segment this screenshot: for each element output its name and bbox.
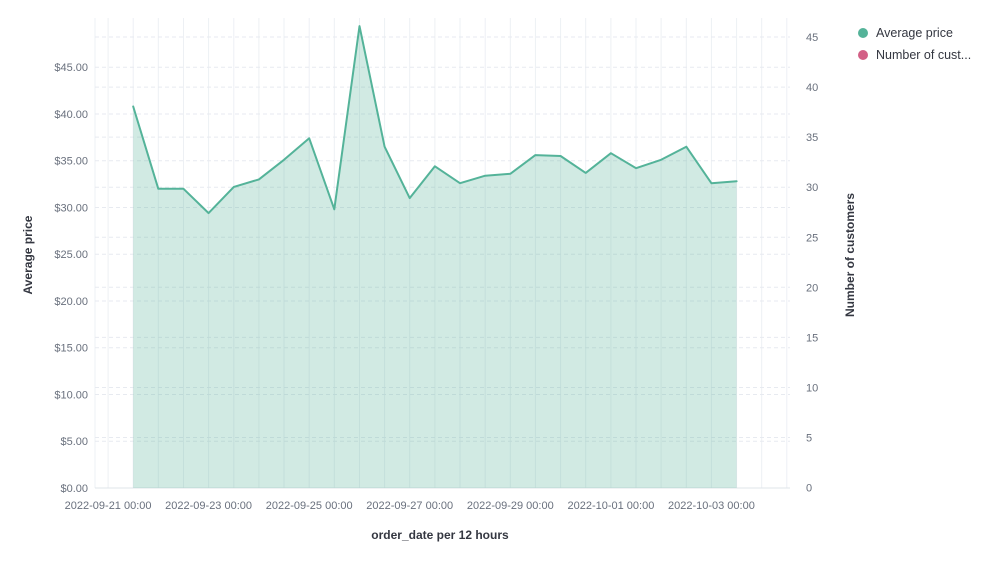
y-left-tick-label: $45.00 bbox=[54, 62, 88, 74]
legend-item-average-price[interactable]: Average price bbox=[858, 25, 971, 40]
y-left-tick-label: $40.00 bbox=[54, 109, 88, 121]
x-tick-label: 2022-09-25 00:00 bbox=[266, 500, 353, 512]
x-tick-label: 2022-10-03 00:00 bbox=[668, 500, 755, 512]
y-right-tick-label: 45 bbox=[806, 32, 818, 44]
y-right-tick-label: 20 bbox=[806, 282, 818, 294]
y-left-tick-label: $10.00 bbox=[54, 390, 88, 402]
y-left-tick-label: $30.00 bbox=[54, 203, 88, 215]
area-line bbox=[132, 25, 738, 215]
legend: Average price Number of cust... bbox=[858, 25, 971, 62]
y-right-tick-label: 5 bbox=[806, 433, 812, 445]
y-right-tick-label: 40 bbox=[806, 82, 818, 94]
y-right-tick-label: 15 bbox=[806, 332, 818, 344]
y-left-tick-label: $5.00 bbox=[60, 436, 88, 448]
x-tick-label: 2022-09-23 00:00 bbox=[165, 500, 252, 512]
y-right-tick-label: 30 bbox=[806, 182, 818, 194]
right-axis-title: Number of customers bbox=[843, 192, 857, 318]
legend-marker-average-price-icon bbox=[858, 27, 868, 38]
legend-marker-number-of-customers-icon bbox=[858, 49, 868, 60]
y-left-tick-label: $25.00 bbox=[54, 249, 88, 261]
area-fill bbox=[133, 26, 737, 488]
legend-item-number-of-customers[interactable]: Number of cust... bbox=[858, 47, 971, 62]
y-right-tick-label: 25 bbox=[806, 232, 818, 244]
left-axis-title: Average price bbox=[21, 215, 35, 295]
x-tick-label: 2022-09-27 00:00 bbox=[366, 500, 453, 512]
y-left-tick-label: $0.00 bbox=[60, 483, 88, 495]
y-left-tick-label: $20.00 bbox=[54, 296, 88, 308]
y-right-tick-label: 0 bbox=[806, 483, 812, 495]
y-right-tick-label: 35 bbox=[806, 132, 818, 144]
legend-label-number-of-customers: Number of cust... bbox=[876, 47, 972, 62]
x-axis-title: order_date per 12 hours bbox=[371, 528, 509, 542]
x-tick-label: 2022-10-01 00:00 bbox=[567, 500, 654, 512]
y-right-tick-label: 10 bbox=[806, 383, 818, 395]
y-left-tick-label: $35.00 bbox=[54, 156, 88, 168]
x-tick-label: 2022-09-21 00:00 bbox=[65, 500, 152, 512]
legend-label-average-price: Average price bbox=[876, 25, 953, 40]
x-tick-label: 2022-09-29 00:00 bbox=[467, 500, 554, 512]
y-left-tick-label: $15.00 bbox=[54, 343, 88, 355]
